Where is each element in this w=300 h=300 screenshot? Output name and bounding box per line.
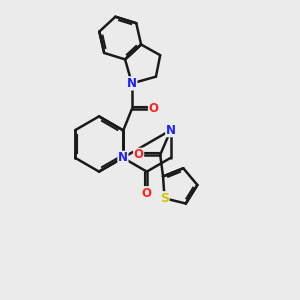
Text: N: N bbox=[118, 151, 128, 164]
Text: N: N bbox=[127, 77, 137, 90]
Text: N: N bbox=[166, 124, 176, 137]
Text: O: O bbox=[134, 148, 144, 161]
Text: S: S bbox=[160, 192, 169, 205]
Text: O: O bbox=[148, 102, 158, 116]
Text: O: O bbox=[142, 187, 152, 200]
